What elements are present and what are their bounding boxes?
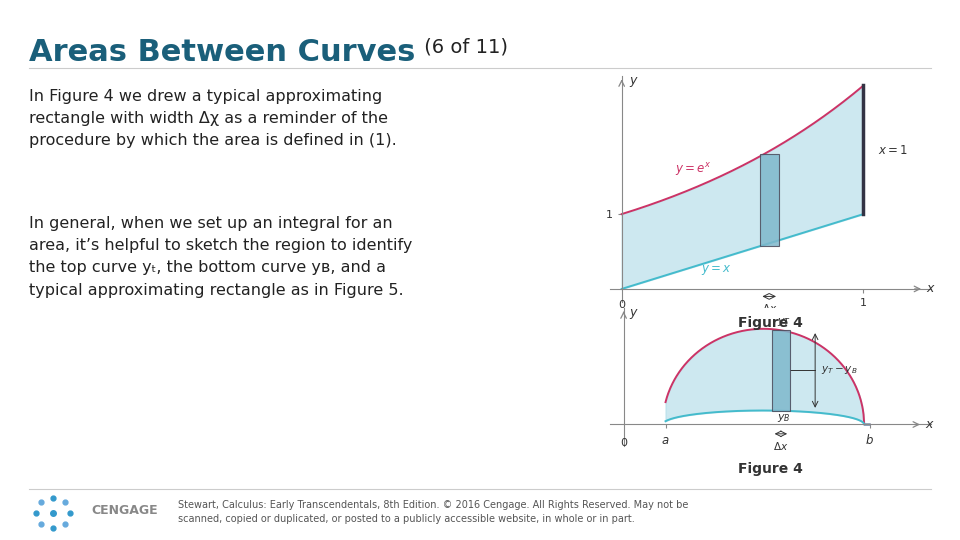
Text: $y = x$: $y = x$: [702, 264, 732, 278]
Text: y: y: [629, 75, 636, 87]
Bar: [759, 154, 779, 246]
Text: $y_B$: $y_B$: [777, 412, 790, 424]
Text: 0: 0: [620, 438, 627, 449]
Text: y: y: [629, 306, 636, 319]
Text: x: x: [925, 418, 933, 431]
Bar: [772, 330, 790, 411]
Text: In Figure 4 we drew a typical approximating
rectangle with width Δχ as a reminde: In Figure 4 we drew a typical approximat…: [29, 89, 396, 148]
Text: $y_T - y_B$: $y_T - y_B$: [821, 364, 857, 376]
Text: $y_T$: $y_T$: [777, 316, 791, 328]
Text: $y = e^x$: $y = e^x$: [675, 161, 711, 178]
Text: $\Delta x$: $\Delta x$: [773, 440, 788, 451]
Text: $x = 1$: $x = 1$: [878, 144, 908, 157]
Text: x: x: [926, 282, 934, 295]
Text: 0: 0: [618, 300, 625, 310]
Text: Stewart, Calculus: Early Transcendentals, 8th Edition. © 2016 Cengage. All Right: Stewart, Calculus: Early Transcendentals…: [178, 500, 688, 523]
Text: CENGAGE: CENGAGE: [91, 504, 157, 517]
Text: Areas Between Curves: Areas Between Curves: [29, 38, 415, 67]
Text: (6 of 11): (6 of 11): [418, 38, 508, 57]
Text: Figure 4: Figure 4: [738, 316, 803, 330]
Text: $\Delta x$: $\Delta x$: [761, 302, 777, 314]
Text: Figure 4: Figure 4: [738, 462, 803, 476]
Text: In general, when we set up an integral for an
area, it’s helpful to sketch the r: In general, when we set up an integral f…: [29, 216, 412, 298]
